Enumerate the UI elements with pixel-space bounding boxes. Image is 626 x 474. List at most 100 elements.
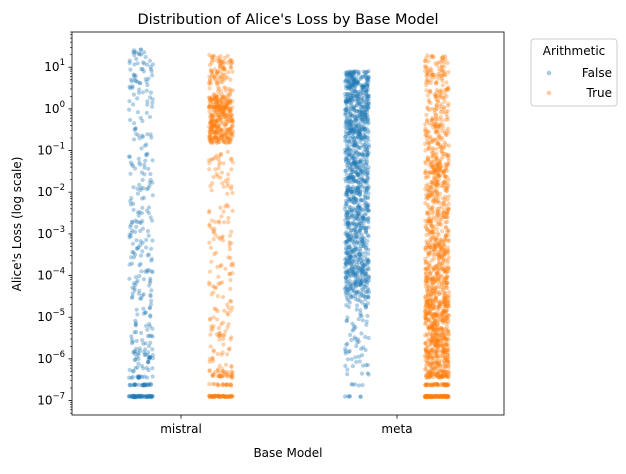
data-point-false-mistral: [142, 50, 147, 55]
data-point-false-meta: [356, 317, 361, 322]
data-point-true-mistral: [221, 220, 227, 225]
data-point-true-meta: [426, 186, 431, 191]
data-point-false-meta: [344, 116, 349, 121]
data-point-false-mistral: [127, 375, 132, 380]
data-point-true-mistral: [226, 220, 231, 225]
data-point-false-meta: [354, 344, 359, 349]
data-point-false-meta: [346, 245, 351, 250]
data-point-false-meta: [366, 75, 371, 80]
data-point-false-meta: [353, 231, 358, 236]
legend-marker-true: [546, 90, 552, 96]
data-point-false-meta: [343, 269, 348, 275]
data-point-false-mistral: [148, 382, 153, 387]
data-point-true-meta: [425, 393, 430, 398]
data-point-false-meta: [349, 294, 354, 299]
data-point-false-meta: [365, 152, 370, 157]
data-point-false-meta: [349, 114, 354, 119]
data-point-false-meta: [358, 139, 363, 145]
data-point-false-meta: [366, 191, 371, 196]
data-point-false-meta: [351, 249, 356, 254]
data-point-false-meta: [344, 142, 349, 147]
data-point-false-mistral: [130, 393, 136, 398]
data-point-false-meta: [362, 157, 367, 162]
data-point-false-meta: [346, 288, 351, 293]
data-point-false-meta: [343, 107, 348, 112]
data-point-false-meta: [350, 288, 355, 293]
data-point-false-meta: [359, 261, 364, 266]
data-point-false-meta: [345, 235, 350, 240]
data-point-false-meta: [366, 258, 371, 263]
legend-label-true: True: [586, 86, 613, 100]
data-point-false-meta: [360, 84, 365, 89]
data-point-false-meta: [354, 235, 359, 240]
data-point-false-meta: [361, 214, 366, 220]
data-point-false-mistral: [142, 195, 147, 200]
data-point-false-meta: [348, 285, 353, 290]
data-point-false-meta: [361, 117, 366, 122]
data-point-false-meta: [361, 149, 366, 154]
data-point-true-meta: [429, 77, 434, 82]
data-point-false-mistral: [135, 365, 140, 370]
data-point-false-meta: [343, 150, 348, 155]
data-point-false-meta: [354, 214, 359, 219]
data-point-true-mistral: [226, 305, 231, 310]
data-point-false-mistral: [140, 67, 145, 72]
data-point-true-meta: [443, 233, 449, 238]
data-point-false-meta: [362, 219, 367, 224]
data-point-false-meta: [359, 279, 364, 284]
data-point-false-meta: [351, 155, 356, 160]
data-point-true-mistral: [212, 306, 217, 311]
data-point-false-meta: [365, 172, 370, 177]
data-point-true-mistral: [208, 344, 213, 349]
data-point-false-meta: [347, 234, 352, 239]
data-point-false-mistral: [129, 295, 134, 300]
data-point-false-meta: [366, 142, 371, 147]
data-point-false-meta: [358, 76, 363, 81]
data-point-false-meta: [352, 93, 357, 98]
data-point-false-mistral: [127, 60, 132, 65]
data-point-false-mistral: [131, 72, 136, 77]
data-point-false-meta: [349, 247, 354, 252]
data-point-false-meta: [366, 105, 371, 110]
data-point-false-meta: [344, 318, 349, 323]
data-point-false-meta: [358, 180, 363, 185]
data-point-false-meta: [362, 212, 367, 217]
data-point-false-meta: [355, 102, 360, 107]
data-point-true-mistral: [226, 215, 231, 221]
data-point-false-meta: [351, 72, 357, 77]
data-point-false-meta: [349, 124, 354, 129]
data-point-false-meta: [360, 268, 365, 273]
data-point-false-meta: [363, 166, 368, 171]
data-point-false-meta: [359, 105, 364, 110]
data-point-false-meta: [366, 101, 371, 107]
data-point-false-mistral: [141, 383, 146, 388]
data-point-false-meta: [353, 238, 358, 243]
data-point-false-meta: [348, 261, 353, 266]
data-point-false-meta: [364, 201, 369, 206]
data-point-true-meta: [446, 229, 451, 234]
data-point-false-meta: [348, 196, 354, 201]
data-point-false-mistral: [130, 294, 135, 299]
data-point-false-meta: [351, 324, 357, 329]
data-point-false-meta: [365, 82, 370, 87]
data-point-false-meta: [366, 69, 371, 74]
data-point-false-meta: [350, 97, 355, 102]
data-point-false-meta: [354, 191, 359, 196]
data-point-false-meta: [345, 253, 350, 258]
data-point-false-meta: [351, 269, 356, 275]
data-point-false-mistral: [129, 196, 134, 201]
data-point-false-meta: [363, 193, 368, 198]
data-point-false-meta: [364, 76, 370, 81]
data-point-false-meta: [356, 129, 362, 134]
data-point-false-meta: [360, 112, 365, 117]
data-point-false-mistral: [142, 353, 147, 358]
data-point-false-meta: [346, 187, 351, 192]
data-point-false-meta: [356, 164, 361, 169]
data-point-false-meta: [345, 220, 350, 225]
data-point-false-meta: [344, 242, 349, 247]
data-point-false-meta: [355, 191, 361, 196]
data-point-false-meta: [355, 207, 360, 212]
data-point-false-meta: [343, 260, 348, 266]
data-point-false-meta: [350, 282, 355, 287]
